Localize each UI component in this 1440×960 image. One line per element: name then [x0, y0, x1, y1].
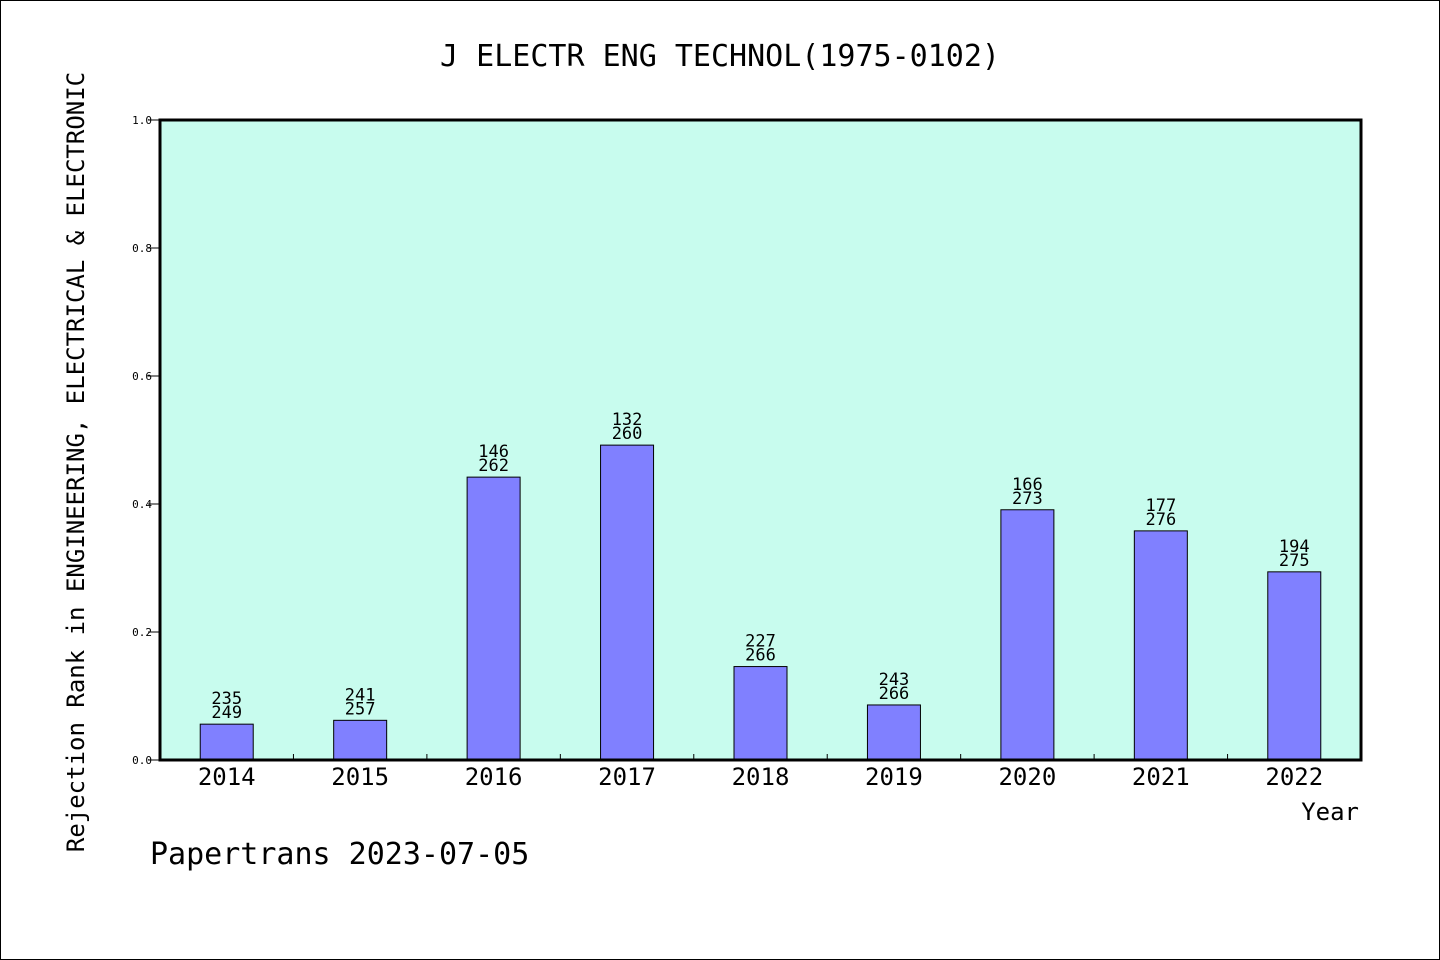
data-label-top-2018: 227 — [745, 632, 776, 652]
x-axis-label: Year — [1301, 798, 1359, 826]
x-tick-label-2018: 2018 — [732, 763, 790, 791]
bar-2016 — [466, 476, 521, 761]
x-tick-label-2021: 2021 — [1132, 763, 1190, 791]
y-tick-label-0.8: 0.8 — [132, 242, 152, 255]
plot-border — [158, 118, 1363, 762]
x-tick-label-2017: 2017 — [598, 763, 656, 791]
x-tick-label-2020: 2020 — [998, 763, 1056, 791]
data-label-bottom-2020: 273 — [1012, 489, 1043, 509]
data-label-top-2016: 146 — [478, 442, 509, 462]
data-label-bottom-2018: 266 — [745, 646, 776, 666]
y-tick-label-0.0: 0.0 — [132, 754, 152, 767]
bar-2017 — [600, 444, 655, 761]
data-label-bottom-2015: 257 — [345, 699, 376, 719]
data-label-top-2022: 194 — [1279, 537, 1310, 557]
y-tick-label-0.6: 0.6 — [132, 370, 152, 383]
y-axis-ticks: 0.0 0.2 0.4 0.6 0.8 1.0 — [132, 114, 160, 767]
footer-credit: Papertrans 2023-07-05 — [150, 837, 529, 872]
data-label-top-2015: 241 — [345, 685, 376, 705]
data-label-top-2020: 166 — [1012, 475, 1043, 495]
data-label-bottom-2017: 260 — [612, 424, 643, 444]
y-tick-label-0.2: 0.2 — [132, 626, 152, 639]
data-label-top-2017: 132 — [612, 410, 643, 430]
bar-2022 — [1267, 571, 1322, 761]
x-tick-label-2014: 2014 — [198, 763, 256, 791]
data-label-bottom-2019: 266 — [879, 684, 910, 704]
bars-group — [199, 444, 1322, 761]
data-label-top-2021: 177 — [1145, 496, 1176, 516]
data-label-top-2014: 235 — [211, 689, 242, 709]
data-label-bottom-2021: 276 — [1145, 510, 1176, 530]
data-label-bottom-2014: 249 — [211, 703, 242, 723]
x-tick-label-2016: 2016 — [465, 763, 523, 791]
data-label-top-2019: 243 — [879, 670, 910, 690]
x-axis-ticks: 2014 2015 2016 2017 2018 2019 2020 2021 2022 — [198, 754, 1323, 791]
bar-2018 — [733, 666, 788, 761]
chart-title: J ELECTR ENG TECHNOL(1975-0102) — [440, 39, 1000, 74]
x-tick-label-2019: 2019 — [865, 763, 923, 791]
bar-2014 — [199, 723, 254, 761]
y-axis-label: Rejection Rank in ENGINEERING, ELECTRICA… — [62, 72, 90, 852]
bar-2020 — [1000, 509, 1055, 761]
data-label-bottom-2016: 262 — [478, 456, 509, 476]
x-tick-label-2022: 2022 — [1265, 763, 1323, 791]
x-tick-label-2015: 2015 — [331, 763, 389, 791]
bar-2021 — [1133, 530, 1188, 761]
data-label-bottom-2022: 275 — [1279, 551, 1310, 571]
y-tick-label-1.0: 1.0 — [132, 114, 152, 127]
bar-2019 — [866, 704, 921, 761]
y-tick-label-0.4: 0.4 — [132, 498, 152, 511]
bar-2015 — [333, 719, 388, 761]
data-labels-group: 2352492412571462621322602272662432661662… — [211, 410, 1309, 723]
